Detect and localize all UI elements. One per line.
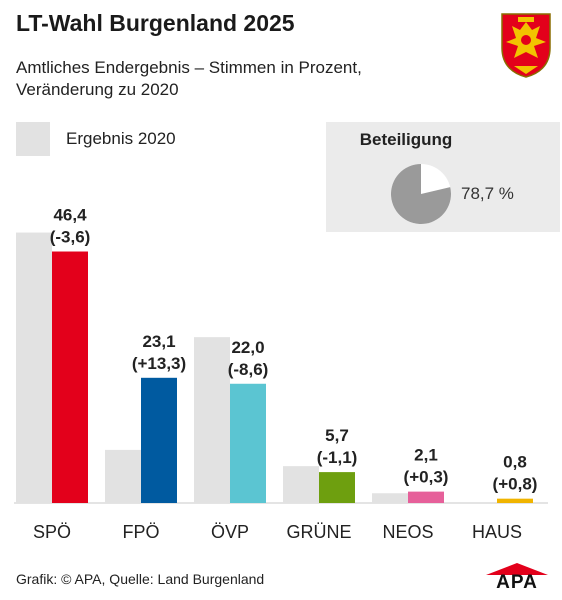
bar-2025-4 [408, 491, 444, 503]
chart-title: LT-Wahl Burgenland 2025 [16, 10, 295, 36]
bar-2025-2 [230, 383, 266, 503]
category-label-1: FPÖ [122, 522, 159, 542]
bar-2025-1 [141, 377, 177, 503]
legend-label: Ergebnis 2020 [66, 129, 176, 148]
turnout-box: Beteiligung 78,7 % [326, 122, 560, 232]
value-label-5: 0,8 [503, 453, 527, 472]
category-label-4: NEOS [382, 522, 433, 542]
change-label-4: (+0,3) [404, 468, 449, 487]
value-label-1: 23,1 [142, 332, 175, 351]
change-label-5: (+0,8) [493, 475, 538, 494]
bar-2020-3 [283, 466, 319, 503]
value-label-0: 46,4 [53, 206, 87, 225]
bar-2020-2 [194, 337, 230, 503]
turnout-pie-slice [391, 164, 451, 224]
apa-logo-triangle-icon [486, 563, 548, 575]
source-footer: Grafik: © APA, Quelle: Land Burgenland [16, 571, 265, 587]
bar-2025-0 [52, 251, 88, 503]
change-label-0: (-3,6) [50, 228, 91, 247]
change-label-2: (-8,6) [228, 360, 269, 379]
value-label-4: 2,1 [414, 446, 438, 465]
change-label-3: (-1,1) [317, 448, 358, 467]
burgenland-coat-of-arms-icon [501, 13, 551, 78]
turnout-value: 78,7 % [461, 184, 514, 203]
bar-2025-5 [497, 498, 533, 503]
category-label-3: GRÜNE [286, 522, 351, 542]
chart-subtitle: Amtliches Endergebnis – Stimmen in Proze… [16, 58, 362, 99]
legend: Ergebnis 2020 [16, 122, 176, 156]
category-label-2: ÖVP [211, 522, 249, 542]
bar-chart: 46,4 (-3,6) SPÖ 23,1 (+13,3) FPÖ 22,0 (-8,6) ÖVP… [14, 206, 548, 542]
apa-logo-text: APA [496, 572, 538, 593]
bar-2020-1 [105, 449, 141, 503]
apa-logo: APA [486, 562, 548, 593]
category-label-5: HAUS [472, 522, 522, 542]
category-label-0: SPÖ [33, 522, 71, 542]
turnout-pie [391, 164, 451, 224]
value-label-3: 5,7 [325, 426, 349, 445]
legend-swatch-2020 [16, 122, 50, 156]
bar-2025-3 [319, 472, 355, 503]
bar-2020-0 [16, 232, 52, 503]
value-label-2: 22,0 [231, 338, 264, 357]
bar-2020-4 [372, 493, 408, 503]
turnout-title: Beteiligung [359, 130, 453, 149]
change-label-1: (+13,3) [132, 354, 186, 373]
